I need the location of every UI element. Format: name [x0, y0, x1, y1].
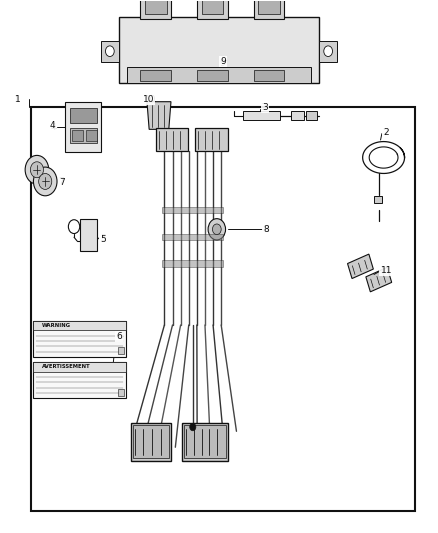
Bar	[32, 321, 127, 330]
Circle shape	[106, 46, 114, 56]
Bar	[32, 321, 127, 357]
Circle shape	[25, 156, 49, 184]
Bar	[32, 362, 127, 398]
Bar	[145, 0, 166, 14]
Bar	[197, 70, 228, 82]
Bar	[131, 423, 171, 461]
Text: 7: 7	[59, 178, 64, 187]
Bar	[374, 196, 382, 203]
Text: 2: 2	[383, 127, 389, 136]
Bar	[291, 111, 304, 120]
Bar	[155, 128, 188, 151]
Bar	[319, 41, 337, 62]
Bar	[162, 233, 223, 240]
Bar	[184, 425, 226, 458]
Bar	[119, 17, 319, 83]
Bar	[70, 108, 97, 123]
Bar	[141, 70, 171, 82]
Text: 9: 9	[220, 58, 226, 66]
Circle shape	[190, 423, 196, 431]
Text: 6: 6	[118, 332, 124, 341]
Circle shape	[30, 162, 43, 177]
Text: WARNING: WARNING	[42, 323, 71, 328]
Bar	[195, 128, 228, 151]
Text: 5: 5	[100, 235, 106, 244]
Circle shape	[39, 173, 52, 189]
Bar	[197, 0, 228, 19]
Bar	[258, 0, 280, 14]
Polygon shape	[147, 102, 171, 130]
Circle shape	[212, 224, 221, 235]
Text: 1: 1	[15, 94, 21, 103]
Bar	[141, 0, 171, 19]
Text: 2: 2	[383, 127, 389, 136]
Bar	[182, 423, 228, 461]
Text: 6: 6	[116, 332, 122, 341]
Bar	[127, 67, 311, 83]
Bar	[101, 41, 119, 62]
Bar	[347, 254, 373, 279]
Bar	[80, 219, 97, 251]
Bar	[118, 348, 124, 354]
Circle shape	[33, 167, 57, 196]
Bar	[162, 260, 223, 266]
Text: 10: 10	[145, 94, 156, 103]
Text: 8: 8	[264, 225, 269, 234]
Bar	[65, 102, 101, 152]
Bar	[133, 425, 169, 458]
Bar	[72, 130, 83, 141]
Circle shape	[324, 46, 332, 56]
Text: 4: 4	[50, 123, 56, 132]
Bar	[162, 207, 223, 213]
Text: 1: 1	[14, 94, 20, 103]
Text: AVERTISSEMENT: AVERTISSEMENT	[42, 365, 91, 369]
Bar	[31, 107, 416, 511]
Text: 5: 5	[100, 236, 106, 245]
Bar	[70, 128, 97, 143]
Text: 7: 7	[58, 177, 64, 186]
Text: 9: 9	[219, 59, 225, 68]
Text: 4: 4	[49, 121, 55, 130]
Text: 11: 11	[381, 266, 392, 274]
Text: 3: 3	[262, 102, 268, 111]
Bar	[306, 111, 317, 120]
Text: 8: 8	[263, 225, 268, 234]
Bar	[32, 362, 127, 372]
Bar	[118, 389, 124, 395]
Circle shape	[208, 219, 226, 240]
Bar	[254, 0, 285, 19]
Bar	[243, 111, 280, 120]
Bar	[366, 268, 392, 292]
Text: 10: 10	[143, 94, 154, 103]
Bar	[254, 70, 285, 82]
Text: 11: 11	[380, 266, 391, 274]
Bar	[201, 0, 223, 14]
Bar	[86, 130, 97, 141]
Text: 3: 3	[261, 102, 266, 111]
